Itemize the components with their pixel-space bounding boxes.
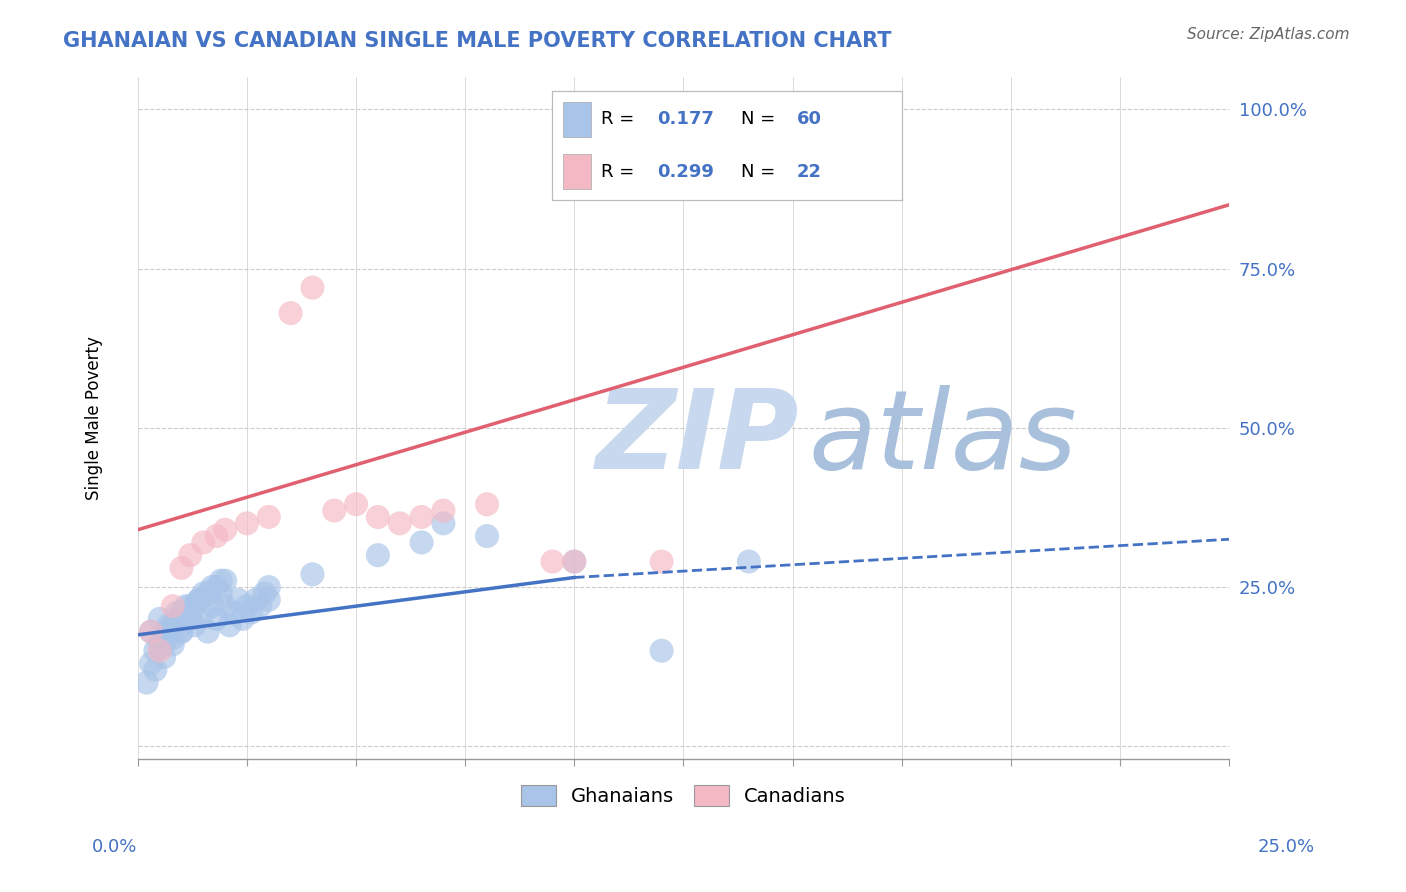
Point xyxy=(170,624,193,639)
Point xyxy=(139,657,162,671)
Point xyxy=(214,574,236,588)
Point xyxy=(143,663,166,677)
Point xyxy=(197,624,219,639)
Point xyxy=(197,586,219,600)
Point xyxy=(139,624,162,639)
Point xyxy=(226,592,249,607)
Point xyxy=(411,510,433,524)
Point xyxy=(188,592,211,607)
Point xyxy=(162,631,184,645)
Point xyxy=(475,497,498,511)
Point xyxy=(280,306,302,320)
Point xyxy=(201,599,224,614)
Point xyxy=(257,510,280,524)
Point xyxy=(153,637,176,651)
Point xyxy=(174,606,197,620)
Point xyxy=(245,592,267,607)
Point xyxy=(253,586,276,600)
Text: Source: ZipAtlas.com: Source: ZipAtlas.com xyxy=(1187,27,1350,42)
Point xyxy=(170,624,193,639)
Point xyxy=(149,644,172,658)
Point xyxy=(257,592,280,607)
Point xyxy=(205,612,228,626)
Point xyxy=(301,567,323,582)
Point xyxy=(214,523,236,537)
Point xyxy=(562,555,585,569)
Point xyxy=(541,555,564,569)
Point xyxy=(738,555,761,569)
Point xyxy=(249,599,271,614)
Point xyxy=(153,650,176,665)
Legend: Ghanaians, Canadians: Ghanaians, Canadians xyxy=(513,777,853,814)
Point xyxy=(388,516,411,531)
Point xyxy=(301,280,323,294)
Text: atlas: atlas xyxy=(808,385,1077,492)
Point xyxy=(149,612,172,626)
Point xyxy=(214,599,236,614)
Point xyxy=(162,618,184,632)
Point xyxy=(162,637,184,651)
Point xyxy=(162,599,184,614)
Point xyxy=(411,535,433,549)
Point xyxy=(179,612,201,626)
Point xyxy=(222,606,245,620)
Point xyxy=(143,644,166,658)
Point xyxy=(166,612,188,626)
Point xyxy=(205,580,228,594)
Point xyxy=(174,599,197,614)
Point xyxy=(201,580,224,594)
Point xyxy=(179,612,201,626)
Point xyxy=(179,548,201,562)
Point xyxy=(323,503,346,517)
Point xyxy=(153,631,176,645)
Point xyxy=(209,574,232,588)
Point xyxy=(257,580,280,594)
Point xyxy=(135,675,157,690)
Point xyxy=(139,624,162,639)
Text: 0.0%: 0.0% xyxy=(91,838,136,855)
Point xyxy=(344,497,367,511)
Point xyxy=(236,516,259,531)
Point xyxy=(157,618,180,632)
Point xyxy=(193,586,215,600)
Point xyxy=(367,510,389,524)
Point xyxy=(170,606,193,620)
Point xyxy=(166,606,188,620)
Point xyxy=(157,624,180,639)
Point xyxy=(232,612,254,626)
Text: ZIP: ZIP xyxy=(596,385,800,492)
Point xyxy=(562,555,585,569)
Point xyxy=(179,599,201,614)
Point xyxy=(170,561,193,575)
Point xyxy=(432,516,454,531)
Point xyxy=(205,529,228,543)
Point xyxy=(188,592,211,607)
Text: GHANAIAN VS CANADIAN SINGLE MALE POVERTY CORRELATION CHART: GHANAIAN VS CANADIAN SINGLE MALE POVERTY… xyxy=(63,31,891,51)
Point xyxy=(651,555,673,569)
Point xyxy=(218,618,240,632)
Text: Single Male Poverty: Single Male Poverty xyxy=(86,336,103,500)
Point xyxy=(183,599,205,614)
Point xyxy=(432,503,454,517)
Point xyxy=(367,548,389,562)
Point xyxy=(183,618,205,632)
Point xyxy=(475,529,498,543)
Point xyxy=(651,644,673,658)
Point xyxy=(193,606,215,620)
Point xyxy=(236,599,259,614)
Point xyxy=(149,637,172,651)
Text: 25.0%: 25.0% xyxy=(1257,838,1315,855)
Point xyxy=(209,586,232,600)
Point xyxy=(193,535,215,549)
Point xyxy=(240,606,263,620)
